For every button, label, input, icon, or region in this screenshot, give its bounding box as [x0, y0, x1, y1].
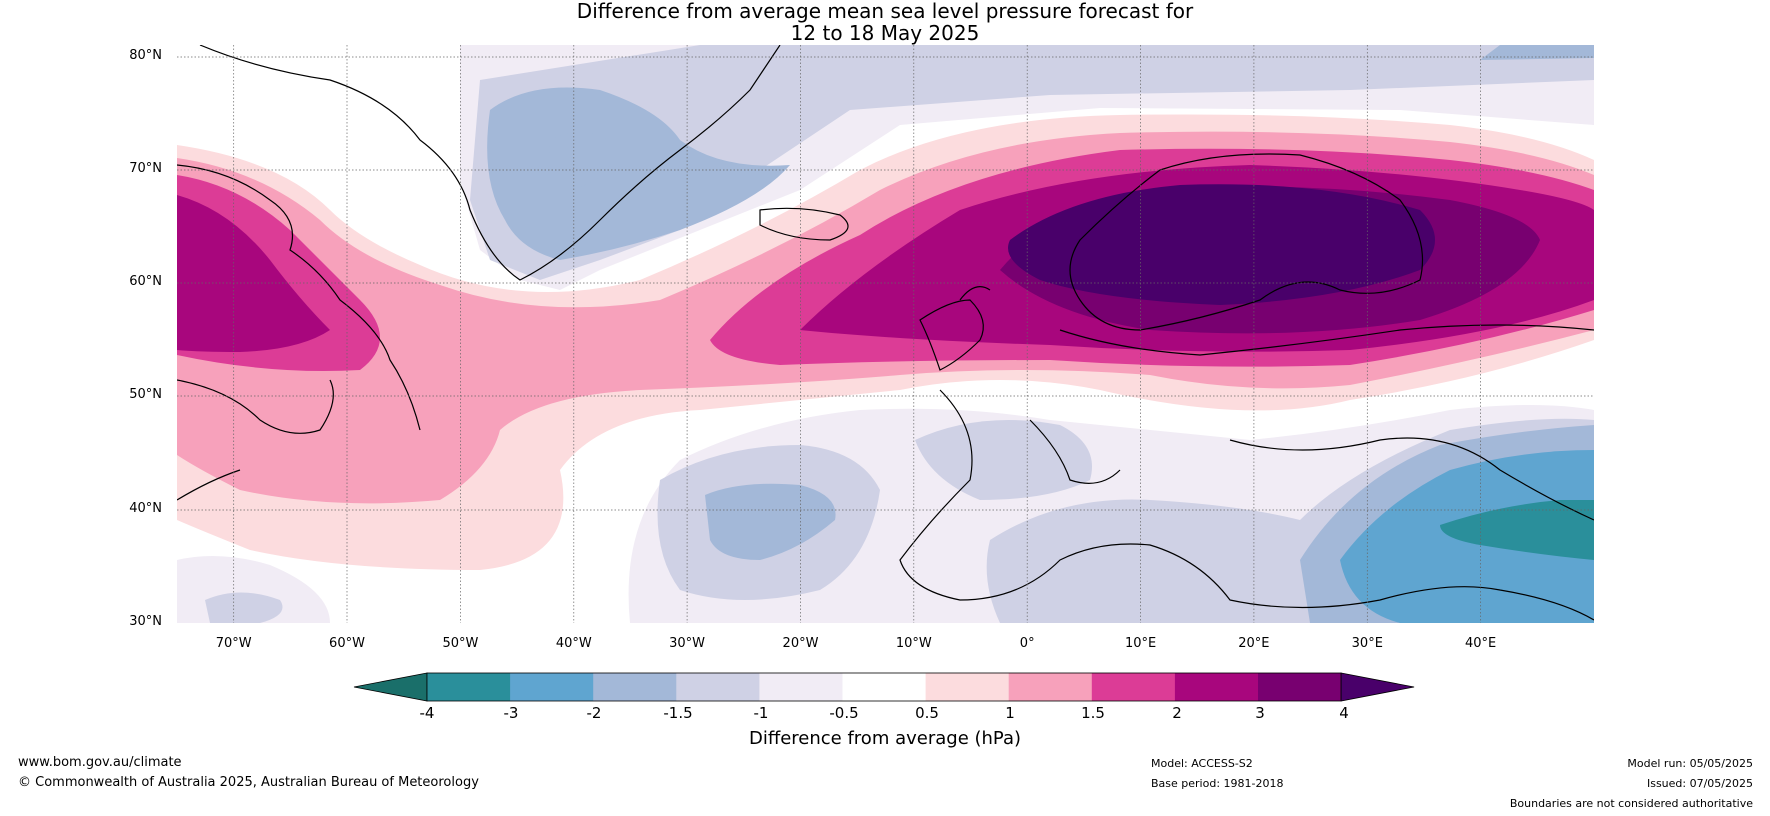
colorbar-swatch: [1008, 673, 1093, 701]
colorbar-swatch: [427, 673, 511, 701]
colorbar-tick: -2: [586, 704, 602, 722]
colorbar-swatch: [1091, 673, 1176, 701]
graticule: [177, 45, 1594, 623]
lon-label-0: 0°: [1019, 636, 1035, 651]
footer-copyright: © Commonwealth of Australia 2025, Austra…: [18, 775, 479, 790]
colorbar-tick: -4: [419, 704, 435, 722]
colorbar-swatch: [1258, 673, 1342, 701]
lon-label-30e: 30°E: [1351, 636, 1383, 651]
colorbar-tick: -0.5: [829, 704, 859, 722]
colorbar-swatch: [925, 673, 1010, 701]
colorbar-swatch: [676, 673, 760, 701]
lat-label-30n: 30°N: [129, 614, 162, 629]
footer-base-period: Base period: 1981-2018: [1151, 777, 1284, 790]
lon-label-60w: 60°W: [329, 636, 365, 651]
footer-issued: Issued: 07/05/2025: [1646, 777, 1753, 790]
lon-label-20e: 20°E: [1238, 636, 1270, 651]
lat-label-70n: 70°N: [129, 161, 162, 176]
colorbar-arrow-high: [1340, 672, 1415, 702]
colorbar-swatch: [759, 673, 843, 701]
map-title-line1: Difference from average mean sea level p…: [576, 0, 1194, 23]
footer-boundaries-note: Boundaries are not considered authoritat…: [1509, 797, 1753, 810]
colorbar-tick: 4: [1339, 704, 1349, 722]
lon-label-70w: 70°W: [215, 636, 252, 651]
lon-label-10w: 10°W: [895, 636, 932, 651]
colorbar-swatch: [510, 673, 594, 701]
colorbar-swatch: [593, 673, 677, 701]
colorbar-tick: 0.5: [915, 704, 939, 722]
footer-model-run: Model run: 05/05/2025: [1627, 757, 1753, 770]
lon-label-50w: 50°W: [442, 636, 479, 651]
colorbar-tick: -1: [753, 704, 769, 722]
map-title-line2: 12 to 18 May 2025: [790, 21, 980, 45]
colorbar-title: Difference from average (hPa): [748, 728, 1022, 749]
lat-label-60n: 60°N: [129, 274, 162, 289]
colorbar-tick: 3: [1255, 704, 1265, 722]
colorbar-tick: -1.5: [663, 704, 693, 722]
lat-label-40n: 40°N: [129, 501, 162, 516]
colorbar-tick: 2: [1172, 704, 1182, 722]
coastlines: [177, 45, 1594, 621]
anomaly-contours: [177, 45, 1594, 623]
colorbar-tick: -3: [503, 704, 519, 722]
lat-label-50n: 50°N: [129, 387, 162, 402]
lat-label-80n: 80°N: [129, 48, 162, 63]
colorbar-swatch: [1174, 673, 1259, 701]
lon-label-30w: 30°W: [669, 636, 706, 651]
colorbar-arrow-low: [353, 672, 428, 702]
colorbar: [353, 672, 1415, 702]
lon-label-20w: 20°W: [782, 636, 819, 651]
colorbar-swatch: [842, 673, 927, 701]
lon-label-40w: 40°W: [555, 636, 592, 651]
footer-model: Model: ACCESS-S2: [1151, 757, 1253, 770]
lon-label-10e: 10°E: [1124, 636, 1157, 651]
lon-label-40e: 40°E: [1464, 636, 1497, 651]
footer-website: www.bom.gov.au/climate: [18, 755, 182, 770]
colorbar-tick: 1: [1005, 704, 1015, 722]
colorbar-tick: 1.5: [1081, 704, 1105, 722]
